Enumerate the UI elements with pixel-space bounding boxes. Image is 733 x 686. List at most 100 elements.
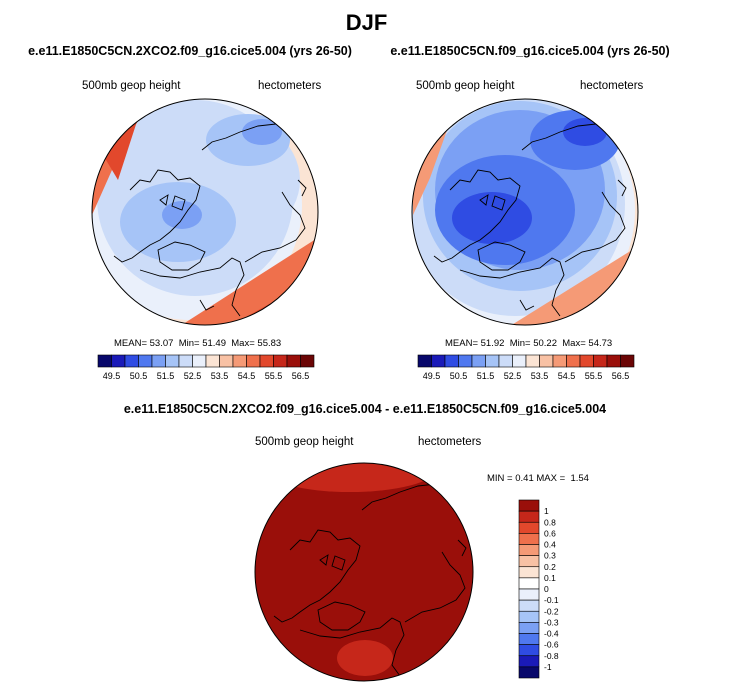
map-panel-3 [255,463,473,681]
colorbar-panel-2: 49.5 50.5 51.5 52.5 53.5 54.5 55.5 56.5 [417,354,635,381]
colorbar-3-tick-label-5: 0.2 [544,562,556,572]
colorbar-1-swatch-5 [165,354,180,368]
colorbar-1-swatch-7 [192,354,207,368]
panel-3-variable-label: 500mb geop height [255,436,354,448]
colorbar-panel-1: 49.5 50.5 51.5 52.5 53.5 54.5 55.5 56.5 [97,354,315,381]
colorbar-3-swatch-11 [518,622,540,634]
colorbar-3-swatch-13 [518,644,540,657]
colorbar-2-tick-label-7: 56.5 [612,371,630,381]
colorbar-2-swatch-0 [417,354,432,368]
colorbar-2-tick-label-3: 52.5 [504,371,522,381]
panel-2-stats: MEAN= 51.92 Min= 50.22 Max= 54.73 [445,338,613,349]
panel-1-title: e.e11.E1850C5CN.2XCO2.f09_g16.cice5.004 … [28,44,352,58]
colorbar-1-swatch-6 [178,354,193,368]
colorbar-1-swatch-0 [97,354,112,368]
colorbar-1-swatch-9 [219,354,234,368]
colorbar-1-tick-label-1: 50.5 [130,371,148,381]
colorbar-2-swatch-8 [525,354,540,368]
colorbar-3-swatch-10 [518,610,540,623]
panel-1-units-label: hectometers [258,80,322,92]
colorbar-2-swatch-10 [552,354,567,368]
colorbar-2-tick-label-1: 50.5 [450,371,468,381]
colorbar-3-tick-label-13: -0.8 [544,651,559,661]
colorbar-3-swatch-14 [518,655,540,668]
colorbar-2-tick-label-5: 54.5 [558,371,576,381]
colorbar-3-swatch-2 [518,521,540,534]
colorbar-3-tick-label-0: 1 [544,506,549,516]
colorbar-2-swatch-7 [512,354,527,368]
colorbar-3-tick-label-6: 0.1 [544,573,556,583]
colorbar-2-tick-label-6: 55.5 [585,371,603,381]
colorbar-3-tick-label-12: -0.6 [544,640,559,650]
colorbar-3-swatch-8 [518,588,540,601]
colorbar-3-tick-label-11: -0.4 [544,629,559,639]
colorbar-1-swatch-11 [246,354,261,368]
colorbar-panel-3: 10.80.6 0.40.30.20.10-0.1-0.2-0.3 -0.4-0.6… [518,499,559,679]
map-panel-2-coastlines [433,123,627,317]
colorbar-2-swatch-13 [593,354,608,368]
map-panel-1 [92,99,318,325]
colorbar-1-swatch-14 [286,354,301,368]
colorbar-1-tick-label-2: 51.5 [157,371,175,381]
colorbar-3-tick-label-3: 0.4 [544,540,556,550]
colorbar-3-swatch-1 [518,510,540,523]
colorbar-2-swatch-6 [498,354,513,368]
colorbar-2-swatch-2 [444,354,459,368]
colorbar-3-tick-label-4: 0.3 [544,551,556,561]
colorbar-3-tick-label-8: -0.1 [544,595,559,605]
colorbar-3-swatch-7 [518,577,540,590]
colorbar-3-swatch-6 [518,566,540,579]
colorbar-1-tick-label-4: 53.5 [211,371,229,381]
colorbar-2-swatch-15 [620,354,635,368]
colorbar-3-tick-label-14: -1 [544,662,552,672]
colorbar-2-swatch-9 [539,354,554,368]
colorbar-1-tick-label-0: 49.5 [103,371,121,381]
colorbar-1-tick-label-3: 52.5 [184,371,202,381]
colorbar-1-swatch-10 [232,354,247,368]
colorbar-3-swatch-5 [518,555,540,568]
colorbar-2-swatch-4 [471,354,486,368]
colorbar-1-swatch-2 [124,354,139,368]
panel-3-units-label: hectometers [418,436,482,448]
colorbar-2-swatch-11 [566,354,581,368]
colorbar-1-swatch-4 [151,354,166,368]
panel-2-units-label: hectometers [580,80,644,92]
colorbar-1-swatch-8 [205,354,220,368]
colorbar-1-swatch-15 [300,354,315,368]
colorbar-3-swatch-0 [518,499,540,512]
colorbar-3-tick-label-1: 0.8 [544,517,556,527]
colorbar-1-swatch-3 [138,354,153,368]
colorbar-3-tick-label-7: 0 [544,584,549,594]
colorbar-3-tick-label-10: -0.3 [544,617,559,627]
colorbar-2-swatch-14 [606,354,621,368]
colorbar-2-swatch-5 [485,354,500,368]
colorbar-3-tick-label-9: -0.2 [544,606,559,616]
colorbar-1-tick-label-7: 56.5 [292,371,310,381]
colorbar-2-swatch-12 [579,354,594,368]
colorbar-2-swatch-1 [431,354,446,368]
panel-2-title: e.e11.E1850C5CN.f09_g16.cice5.004 (yrs 2… [390,44,670,58]
colorbar-2-swatch-3 [458,354,473,368]
map-panel-1-coastlines [113,123,307,317]
colorbar-1-tick-label-5: 54.5 [238,371,256,381]
main-title: DJF [345,10,388,35]
map-panel-2 [412,99,638,325]
colorbar-3-swatch-3 [518,533,540,545]
colorbar-3-swatch-9 [518,599,540,612]
colorbar-1-swatch-1 [111,354,126,368]
colorbar-3-swatch-15 [518,666,540,679]
colorbar-1-swatch-12 [259,354,274,368]
colorbar-1-swatch-13 [273,354,288,368]
colorbar-2-tick-label-2: 51.5 [477,371,495,381]
panel-2-variable-label: 500mb geop height [416,80,515,92]
colorbar-2-tick-label-0: 49.5 [423,371,441,381]
panel-3-stats: MIN = 0.41 MAX = 1.54 [487,473,589,484]
panel-1-stats: MEAN= 53.07 Min= 51.49 Max= 55.83 [114,338,282,349]
colorbar-2-tick-label-4: 53.5 [531,371,549,381]
panel-3-title: e.e11.E1850C5CN.2XCO2.f09_g16.cice5.004 … [123,402,607,416]
panel-1-variable-label: 500mb geop height [82,80,181,92]
colorbar-1-tick-label-6: 55.5 [265,371,283,381]
colorbar-3-swatch-4 [518,544,540,556]
colorbar-3-swatch-12 [518,633,540,645]
